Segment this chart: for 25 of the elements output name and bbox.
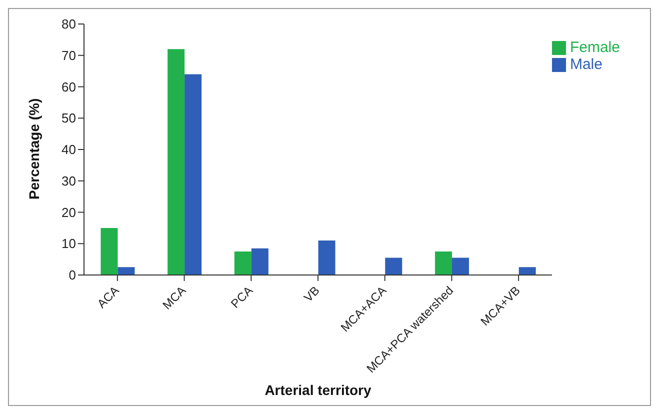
bar <box>518 267 536 275</box>
y-tick-label: 0 <box>68 268 76 283</box>
bar <box>385 258 402 275</box>
y-tick-label: 40 <box>62 142 76 158</box>
bar <box>100 228 118 275</box>
bar <box>168 49 185 275</box>
bar <box>318 240 336 275</box>
y-tick-label: 70 <box>62 48 76 63</box>
y-tick-label: 20 <box>62 204 76 220</box>
legend-label: Female <box>570 39 620 56</box>
y-tick-label: 60 <box>62 79 76 94</box>
y-tick-label: 80 <box>62 16 76 32</box>
x-axis-title: Arterial territory <box>264 382 372 398</box>
x-tick-label: VB <box>301 283 322 305</box>
y-tick-label: 10 <box>62 236 76 252</box>
bar <box>434 251 452 275</box>
y-axis-title: Percentage (%) <box>26 98 42 200</box>
bar <box>118 267 135 275</box>
bar <box>234 251 252 275</box>
bar <box>251 248 268 275</box>
bar <box>184 74 202 275</box>
legend-label: Male <box>570 56 602 73</box>
y-tick-label: 50 <box>62 110 76 126</box>
y-tick-label: 30 <box>62 173 76 188</box>
bar <box>452 258 469 275</box>
